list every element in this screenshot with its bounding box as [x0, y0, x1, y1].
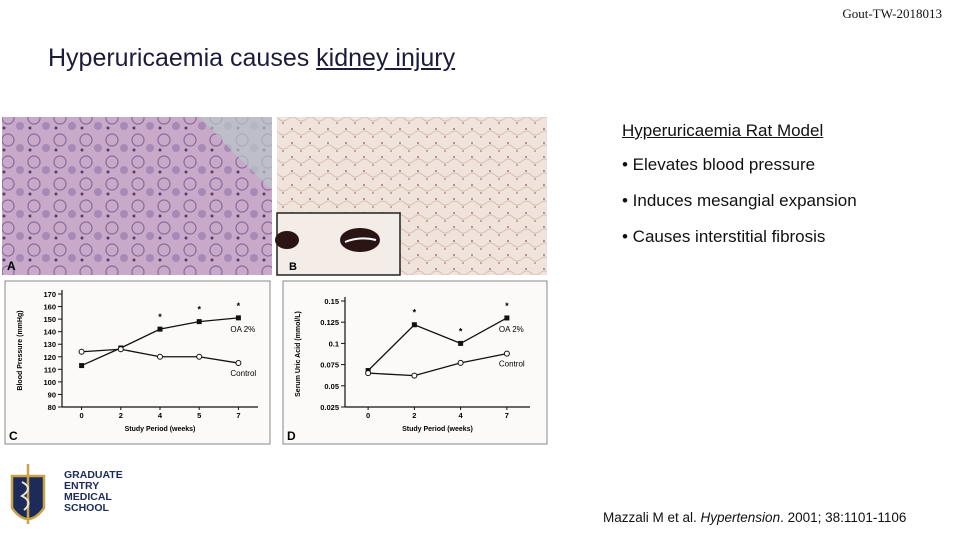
cite-text: Mazzali M et al.: [603, 510, 701, 525]
point: [157, 326, 163, 332]
logo-line: MEDICAL: [64, 491, 112, 503]
x-axis-label: Study Period (weeks): [125, 426, 196, 433]
panel-label: D: [287, 429, 296, 443]
x-tick-label: 0: [366, 411, 370, 420]
y-tick-label: 0.15: [324, 297, 339, 306]
image-a: A: [2, 117, 272, 275]
significance: *: [158, 312, 162, 322]
x-tick-label: 0: [80, 411, 84, 420]
y-tick-label: 100: [43, 378, 56, 387]
logo-line: ENTRY: [64, 480, 99, 492]
y-tick-label: 0.05: [324, 382, 339, 391]
cite-text: . 2001; 38:1101-1106: [780, 510, 907, 525]
series-label: Control: [499, 360, 525, 369]
point: [503, 350, 510, 357]
significance: *: [197, 305, 201, 315]
y-tick-label: 0.1: [329, 339, 339, 348]
point: [157, 353, 163, 360]
y-tick-label: 150: [43, 315, 56, 324]
charts: 80 90 100 110 120 130 140 150 160 170 0 2 4 5 7 Study P…: [4, 280, 548, 445]
point: [78, 348, 85, 355]
bullet: • Elevates blood pressure: [622, 155, 816, 174]
title-text: Hyperuricaemia causes: [48, 44, 317, 72]
point: [235, 315, 241, 321]
significance: *: [237, 301, 241, 311]
x-tick-label: 4: [459, 411, 464, 420]
point: [457, 359, 464, 366]
x-tick-label: 2: [119, 411, 123, 420]
side-heading: Hyperuricaemia Rat Model: [622, 121, 824, 140]
series-label: OA 2%: [230, 325, 255, 334]
point: [196, 353, 203, 360]
y-tick-label: 160: [43, 303, 56, 312]
y-tick-label: 90: [48, 390, 56, 399]
y-tick-label: 0.025: [320, 403, 339, 412]
point: [79, 363, 85, 369]
point: [235, 360, 242, 367]
image-label: B: [289, 261, 297, 273]
bullet: • Induces mesangial expansion: [622, 191, 857, 210]
series-line: [368, 352, 508, 377]
point: [458, 340, 464, 346]
x-axis-label: Study Period (weeks): [402, 426, 473, 433]
point: [365, 370, 372, 377]
x-tick-label: 7: [505, 411, 509, 420]
y-tick-label: 120: [43, 353, 56, 362]
y-tick-label: 130: [43, 340, 56, 349]
chart-panel: [282, 280, 548, 445]
image-b: B: [275, 117, 547, 276]
panel-label: C: [9, 429, 18, 443]
significance: *: [459, 326, 463, 336]
y-tick-label: 0.125: [320, 318, 339, 327]
logo-line: SCHOOL: [64, 502, 110, 514]
point: [196, 319, 202, 325]
y-tick-label: 80: [48, 403, 56, 412]
image-label: A: [7, 259, 16, 273]
significance: *: [413, 308, 417, 318]
citation: Mazzali M et al. Hypertension. 2001; 38:…: [603, 510, 906, 525]
point: [504, 315, 510, 321]
slide-code: Gout-TW-2018013: [842, 6, 942, 21]
x-tick-label: 2: [412, 411, 416, 420]
cite-journal: Hypertension: [700, 510, 781, 525]
y-tick-label: 110: [44, 365, 56, 374]
chart-panel: [4, 280, 271, 445]
y-tick-label: 140: [43, 328, 56, 337]
point: [411, 322, 417, 328]
y-tick-label: 170: [43, 290, 56, 299]
series-label: Control: [230, 369, 256, 378]
series-line: [367, 317, 508, 371]
figure: A B 80 90 100 110 120 130 140 150 160 170 0 2 4 5 7 Stu…: [2, 117, 548, 445]
bullet: • Causes interstitial fibrosis: [622, 227, 826, 246]
title-underlined: kidney injury: [316, 44, 456, 72]
series-label: OA 2%: [499, 325, 524, 334]
x-tick-label: 7: [236, 411, 240, 420]
significance: *: [505, 301, 509, 311]
x-tick-label: 4: [158, 411, 163, 420]
x-tick-label: 5: [197, 411, 201, 420]
y-tick-label: 0.075: [320, 361, 339, 370]
logo-line: GRADUATE: [64, 469, 123, 481]
y-axis-label: Serum Uric Acid (mmol/L): [295, 311, 302, 397]
slide-title: Hyperuricaemia causes kidney injury: [48, 44, 455, 73]
y-axis-label: Blood Pressure (mmHg): [17, 310, 24, 390]
point: [117, 346, 124, 353]
point: [411, 372, 418, 379]
